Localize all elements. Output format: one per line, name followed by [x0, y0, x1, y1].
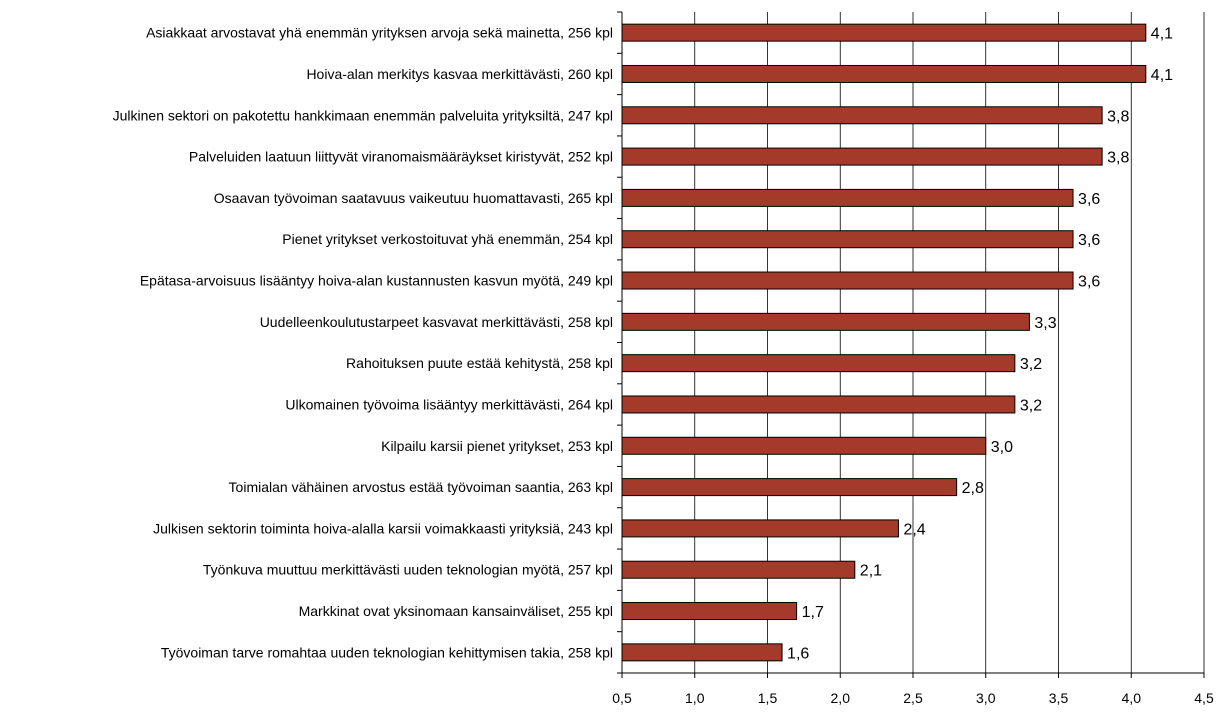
category-label-5: Pienet yritykset verkostoituvat yhä enem… — [282, 231, 613, 247]
bar-0 — [621, 23, 1147, 42]
value-label-11: 2,8 — [962, 480, 984, 497]
category-label-15: Työvoiman tarve romahtaa uuden teknologi… — [161, 644, 613, 660]
x-tick-label-3: 2,0 — [831, 690, 851, 706]
bar-14 — [621, 602, 798, 621]
value-label-6: 3,6 — [1078, 274, 1100, 291]
category-label-9: Ulkomainen työvoima lisääntyy merkittävä… — [285, 396, 613, 412]
value-label-4: 3,6 — [1078, 191, 1100, 208]
x-tick-label-7: 4,0 — [1122, 690, 1142, 706]
bar-11 — [621, 478, 958, 497]
category-label-14: Markkinat ovat yksinomaan kansainväliset… — [299, 603, 613, 619]
value-label-2: 3,8 — [1107, 108, 1129, 125]
x-tick-label-8: 4,5 — [1194, 690, 1214, 706]
bar-13 — [621, 560, 856, 579]
bar-4 — [621, 188, 1074, 207]
category-label-6: Epätasa-arvoisuus lisääntyy hoiva-alan k… — [140, 273, 613, 289]
category-label-13: Työnkuva muuttuu merkittävästi uuden tek… — [203, 562, 613, 578]
bar-6 — [621, 271, 1074, 290]
value-label-0: 4,1 — [1151, 26, 1173, 43]
category-label-11: Toimialan vähäinen arvostus estää työvoi… — [229, 479, 613, 495]
labels: 4,1 Asiakkaat arvostavat yhä enemmän yrit… — [113, 25, 1214, 706]
bar-2 — [621, 106, 1103, 125]
category-label-3: Palveluiden laatuun liittyvät viranomais… — [189, 149, 613, 165]
category-label-7: Uudelleenkoulutustarpeet kasvavat merkit… — [260, 314, 613, 330]
bar-15 — [621, 643, 783, 662]
bar-8 — [621, 354, 1016, 373]
bar-9 — [621, 395, 1016, 414]
bar-3 — [621, 147, 1103, 166]
bar-5 — [621, 230, 1074, 249]
x-tick-label-4: 2,5 — [903, 690, 923, 706]
value-label-12: 2,4 — [903, 521, 925, 538]
x-tick-label-5: 3,0 — [976, 690, 996, 706]
value-label-3: 3,8 — [1107, 150, 1129, 167]
value-label-8: 3,2 — [1020, 356, 1042, 373]
axes — [617, 11, 1205, 678]
x-tick-label-1: 1,0 — [685, 690, 705, 706]
x-tick-label-2: 1,5 — [758, 690, 778, 706]
bars — [621, 23, 1147, 662]
x-tick-label-6: 3,5 — [1049, 690, 1069, 706]
category-label-0: Asiakkaat arvostavat yhä enemmän yrityks… — [146, 25, 613, 41]
bar-7 — [621, 312, 1030, 331]
category-label-12: Julkisen sektorin toiminta hoiva-alalla … — [153, 520, 613, 536]
bar-1 — [621, 64, 1147, 83]
value-label-9: 3,2 — [1020, 397, 1042, 414]
value-label-1: 4,1 — [1151, 67, 1173, 84]
category-label-8: Rahoituksen puute estää kehitystä, 258 k… — [346, 355, 613, 371]
value-label-10: 3,0 — [991, 439, 1013, 456]
value-label-14: 1,7 — [802, 604, 824, 621]
value-label-5: 3,6 — [1078, 232, 1100, 249]
value-label-15: 1,6 — [787, 645, 809, 662]
category-label-1: Hoiva-alan merkitys kasvaa merkittävästi… — [306, 66, 613, 82]
value-label-7: 3,3 — [1034, 315, 1056, 332]
x-tick-label-0: 0,5 — [612, 690, 632, 706]
category-label-10: Kilpailu karsii pienet yritykset, 253 kp… — [381, 438, 613, 454]
bar-10 — [621, 436, 987, 455]
bar-12 — [621, 519, 899, 538]
category-label-2: Julkinen sektori on pakotettu hankkimaan… — [113, 107, 613, 123]
value-label-13: 2,1 — [860, 563, 882, 580]
category-label-4: Osaavan työvoiman saatavuus vaikeutuu hu… — [214, 190, 613, 206]
